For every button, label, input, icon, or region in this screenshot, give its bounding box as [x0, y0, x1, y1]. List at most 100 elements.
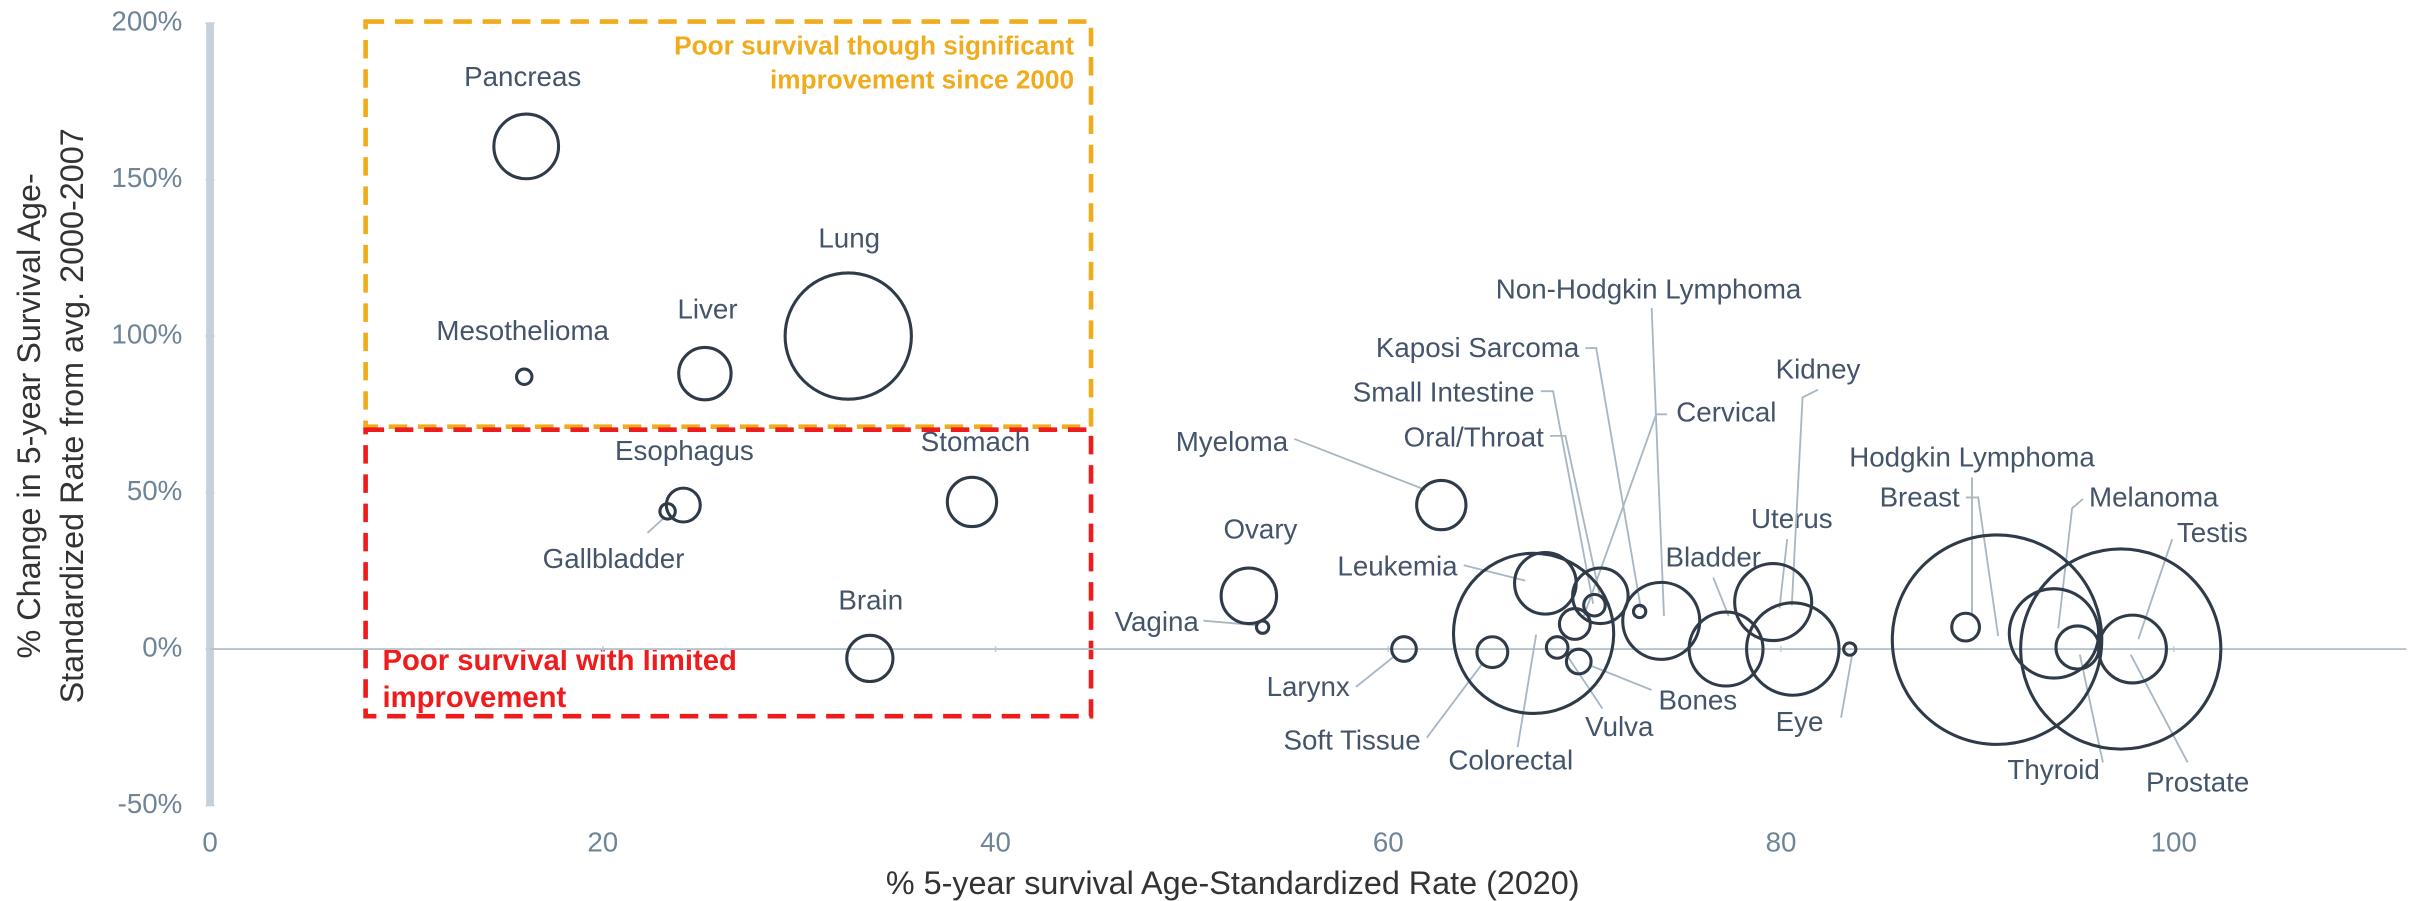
bubble-label: Stomach: [921, 426, 1030, 457]
bubble-label: Melanoma: [2089, 481, 2219, 512]
y-tick-label: 50%: [127, 475, 182, 506]
bubble-label: Small Intestine: [1353, 377, 1535, 408]
leader-line: [1778, 538, 1789, 609]
bubble: [1564, 647, 1593, 676]
x-axis-label: % 5-year survival Age-Standardized Rate …: [886, 865, 1580, 901]
bubble: [2019, 547, 2223, 751]
bubble-label: Non-Hodgkin Lymphoma: [1496, 273, 1802, 304]
bubble: [1890, 533, 2104, 746]
bubble: [1571, 566, 1630, 626]
leader-line: [1516, 634, 1538, 748]
bubble: [1745, 601, 1841, 697]
x-tick-label: 40: [980, 826, 1011, 857]
bubble: [492, 112, 561, 181]
leader-line: [1965, 496, 2000, 637]
bubble-label: Larynx: [1267, 671, 1350, 702]
leader-line: [2129, 654, 2189, 763]
bubble: [1415, 478, 1468, 532]
y-axis-label: % Change in 5-year Survival Age-: [11, 173, 47, 658]
annotation: improvement since 2000: [770, 65, 1074, 95]
bubble-label: Kaposi Sarcoma: [1376, 332, 1580, 363]
bubble-label: Bladder: [1665, 541, 1761, 572]
leader-line: [1589, 664, 1652, 691]
bubble-label: Gallbladder: [543, 543, 685, 574]
bubble: [1631, 603, 1648, 620]
leader-line: [1583, 413, 1668, 617]
bubble: [1475, 635, 1510, 670]
leader-line: [1564, 652, 1604, 709]
bubble-label: Hodgkin Lymphoma: [1849, 441, 2095, 472]
bubble: [1513, 550, 1578, 616]
leader-line: [2137, 538, 2174, 640]
bubble: [1950, 611, 1982, 643]
annotation: Poor survival though significant: [674, 31, 1074, 61]
bubble: [783, 271, 913, 401]
y-tick-label: 150%: [111, 162, 182, 193]
leader-line: [2078, 654, 2104, 763]
bubble: [658, 502, 677, 521]
bubble-label: Lung: [818, 223, 880, 254]
x-tick-label: 60: [1373, 826, 1404, 857]
y-tick-label: 100%: [111, 318, 182, 349]
bubble: [1544, 635, 1570, 660]
bubble: [1451, 551, 1616, 716]
bubble-label: Colorectal: [1448, 745, 1573, 776]
bubble: [845, 633, 895, 684]
y-axis-label: Standardized Rate from avg. 2000-2007: [54, 128, 90, 703]
bubble: [2007, 587, 2101, 680]
bubble: [515, 367, 534, 386]
bubble-label: Myeloma: [1176, 426, 1289, 457]
leader-line: [1540, 390, 1595, 604]
bubble-label: Bones: [1659, 685, 1738, 716]
x-tick-label: 80: [1766, 826, 1797, 857]
bubble-label: Ovary: [1223, 514, 1297, 545]
leader-line: [1355, 655, 1396, 688]
x-tick-label: 20: [587, 826, 618, 857]
bubble: [1621, 580, 1702, 661]
x-tick-label: 0: [202, 826, 217, 857]
bubble: [2097, 613, 2168, 685]
bubble-label: Kidney: [1776, 354, 1861, 385]
bubble-label: Breast: [1880, 481, 1960, 512]
bubble-label: Oral/Throat: [1404, 421, 1544, 452]
bubble: [1219, 566, 1279, 626]
y-tick-label: 0%: [142, 631, 182, 662]
bubble-label: Leukemia: [1337, 551, 1458, 582]
leader-line: [1293, 438, 1426, 491]
bubble: [1733, 562, 1814, 643]
leader-line: [1549, 434, 1601, 594]
region-box: [363, 19, 1094, 429]
annotation: Poor survival with limited: [383, 645, 737, 677]
bubble-label: Uterus: [1751, 503, 1833, 534]
bubble-label: Testis: [2177, 517, 2248, 548]
leader-line: [1712, 577, 1730, 617]
leader-line: [1840, 655, 1853, 718]
bubble: [1687, 610, 1765, 688]
bubble-label: Prostate: [2146, 766, 2249, 797]
leader-line: [1426, 663, 1483, 739]
bubble-label: Cervical: [1676, 397, 1776, 428]
leader-line: [1650, 307, 1665, 617]
leader-line: [1790, 388, 1819, 606]
bubble-label: Vagina: [1115, 606, 1200, 637]
bubble-label: Liver: [677, 293, 737, 324]
bubble: [1557, 607, 1592, 641]
bubble-label: Soft Tissue: [1283, 725, 1420, 756]
bubble-label: Vulva: [1585, 711, 1654, 742]
bubble-label: Thyroid: [2007, 754, 2099, 785]
leader-line: [646, 516, 666, 534]
x-tick-label: 100: [2151, 826, 2197, 857]
leader-line: [1585, 347, 1642, 609]
bubble: [1842, 641, 1858, 657]
bubble: [945, 475, 999, 529]
annotation: improvement: [383, 682, 567, 714]
bubble: [2054, 624, 2101, 671]
bubble-label: Esophagus: [615, 435, 754, 466]
bubble: [677, 345, 733, 402]
y-tick-label: 200%: [111, 5, 182, 36]
bubble: [1390, 635, 1418, 663]
bubble-label: Mesothelioma: [436, 315, 609, 346]
region-box: [363, 427, 1094, 719]
bubble-label: Pancreas: [464, 61, 581, 92]
